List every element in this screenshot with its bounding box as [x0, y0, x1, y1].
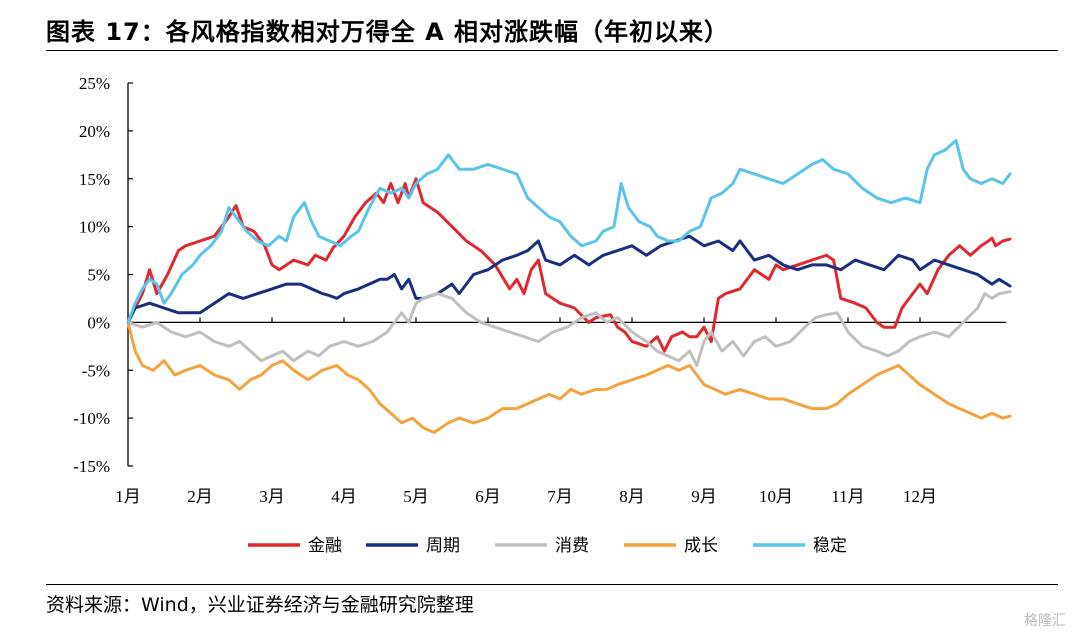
- legend-label: 金融: [308, 536, 342, 556]
- legend-label: 成长: [684, 536, 718, 556]
- y-tick-label: 20%: [79, 122, 110, 141]
- y-tick-label: 25%: [79, 74, 110, 93]
- watermark-logo: 格隆汇: [1024, 613, 1066, 629]
- legend-label: 周期: [426, 536, 460, 556]
- source-note: 资料来源：Wind，兴业证券经济与金融研究院整理: [46, 594, 474, 616]
- x-tick-label: 3月: [259, 487, 285, 506]
- y-tick-label: 15%: [79, 170, 110, 189]
- chart-title: 图表 17：各风格指数相对万得全 A 相对涨跌幅（年初以来）: [46, 18, 730, 46]
- series-line-1: [126, 234, 1012, 324]
- legend-label: 消费: [555, 536, 589, 556]
- source-rule: [46, 584, 1058, 585]
- y-axis: 25% 20% 15% 10% 5% 0% -5% -10% -15%: [73, 74, 133, 476]
- y-tick-label: -10%: [73, 409, 110, 428]
- series-line-0: [126, 177, 1012, 353]
- x-tick-label: 9月: [691, 487, 717, 506]
- x-tick-label: 10月: [759, 487, 793, 506]
- y-tick-label: 10%: [79, 218, 110, 237]
- y-tick-label: 5%: [87, 266, 110, 285]
- y-tick-label: -15%: [73, 457, 110, 476]
- x-tick-label: 8月: [619, 487, 645, 506]
- x-tick-label: 5月: [403, 487, 429, 506]
- x-tick-label: 1月: [115, 487, 141, 506]
- legend: 金融 周期 消费 成长 稳定: [248, 536, 847, 556]
- series-line-2: [126, 290, 1012, 367]
- x-tick-label: 11月: [831, 487, 864, 506]
- y-tick-label: 0%: [87, 313, 110, 332]
- x-tick-label: 4月: [331, 487, 357, 506]
- y-tick-label: -5%: [82, 361, 110, 380]
- legend-label: 稳定: [813, 536, 847, 556]
- series-line-4: [126, 138, 1012, 324]
- x-tick-label: 7月: [547, 487, 573, 506]
- x-axis: 1月 2月 3月 4月 5月 6月 7月 8月 9月 10月 11月 12月: [115, 317, 1006, 506]
- x-tick-label: 12月: [903, 487, 937, 506]
- series-layer: [126, 138, 1012, 434]
- x-tick-label: 6月: [475, 487, 501, 506]
- series-line-3: [126, 320, 1012, 434]
- title-rule: [46, 50, 1058, 51]
- x-tick-label: 2月: [187, 487, 213, 506]
